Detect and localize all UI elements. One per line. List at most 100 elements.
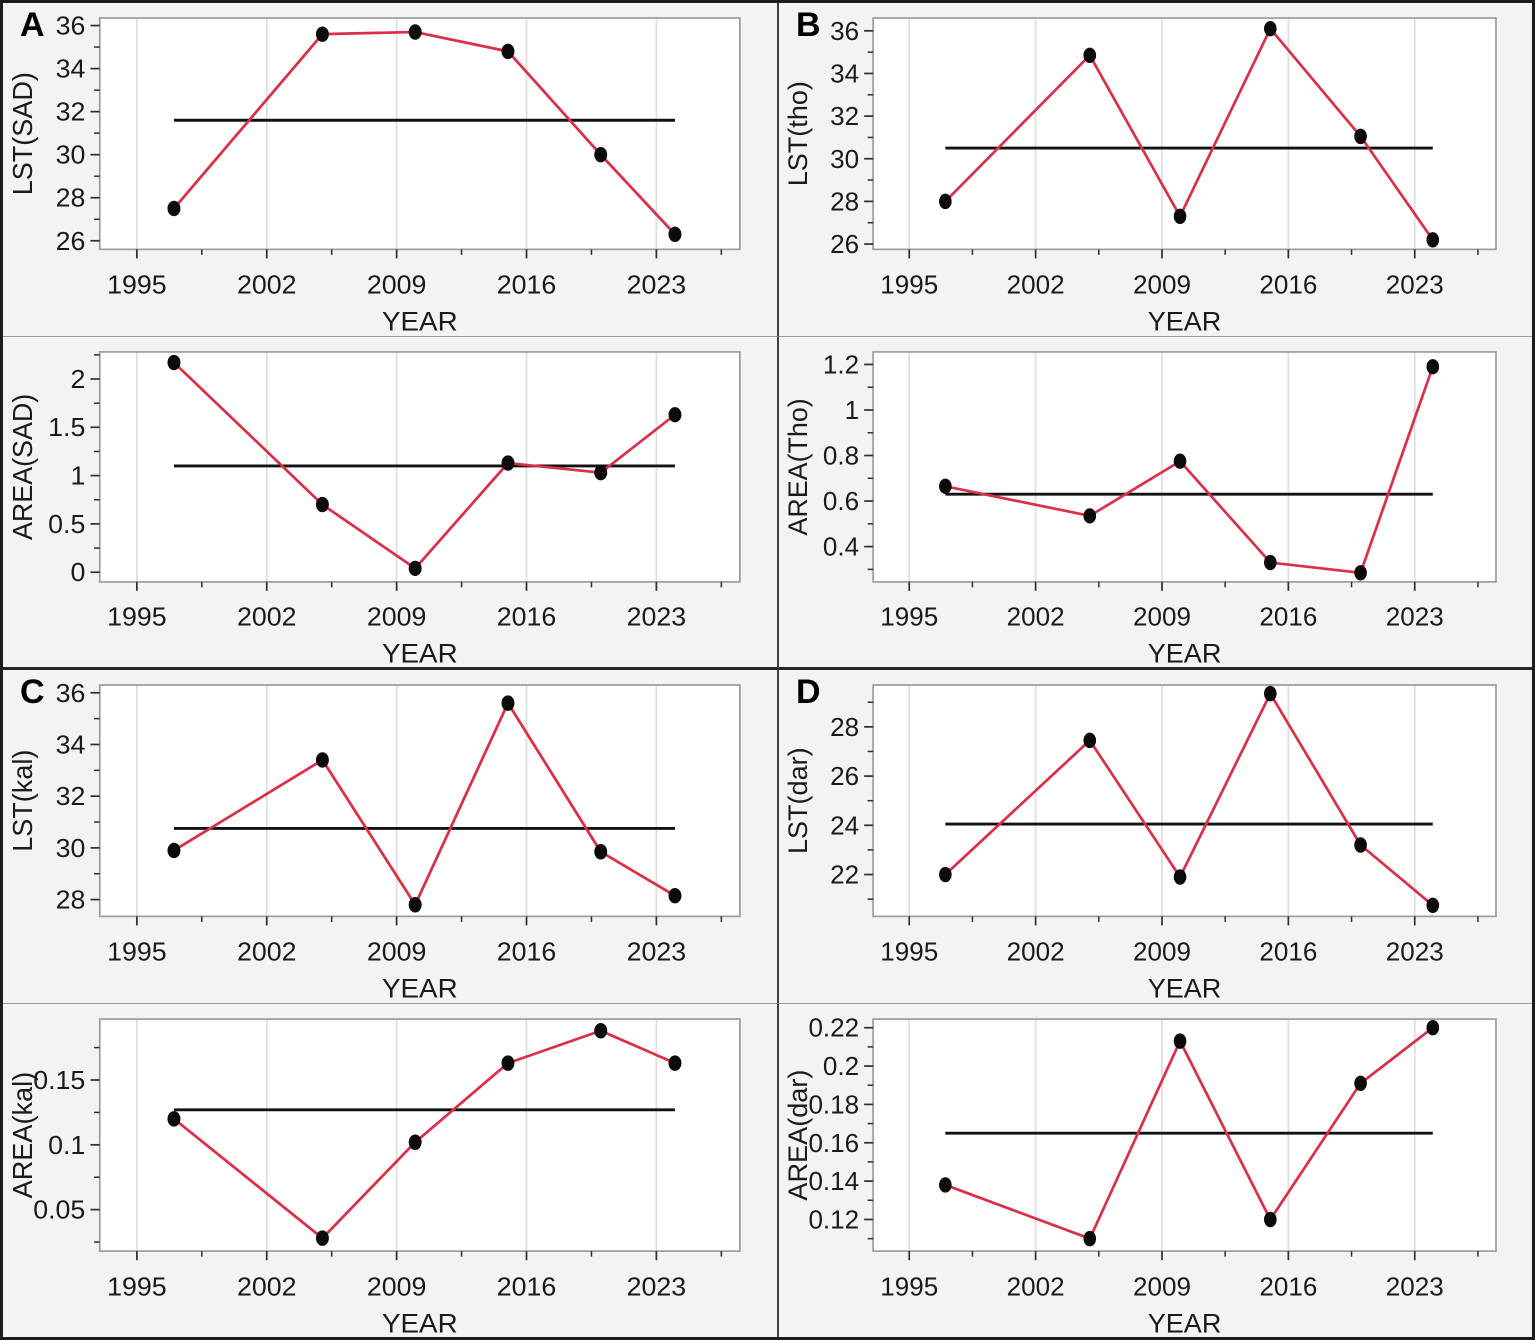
svg-text:2009: 2009 [367, 270, 427, 300]
svg-text:34: 34 [830, 58, 859, 88]
svg-text:0.15: 0.15 [33, 1065, 85, 1095]
svg-text:2016: 2016 [497, 270, 557, 300]
svg-text:LST(SAD): LST(SAD) [6, 72, 37, 195]
line-chart-area-sad: 1995 2002 2009 2016 2023 0 0.5 1 1.5 2 AREA(SAD) YE… [6, 350, 741, 667]
svg-text:YEAR: YEAR [382, 306, 458, 336]
svg-text:28: 28 [830, 712, 859, 742]
svg-text:32: 32 [830, 101, 859, 131]
svg-text:YEAR: YEAR [1148, 306, 1222, 335]
panel-a-lst-chart-cell: A 1995 2002 2009 2016 2023 26 28 30 32 34 36 LST(SA… [3, 3, 779, 337]
svg-text:2009: 2009 [1133, 603, 1191, 631]
svg-text:28: 28 [56, 885, 86, 915]
svg-text:YEAR: YEAR [1148, 638, 1222, 667]
panel-label-b: B [795, 6, 821, 44]
svg-text:2009: 2009 [367, 1271, 427, 1301]
svg-text:2016: 2016 [1259, 603, 1317, 631]
svg-text:26: 26 [56, 226, 86, 256]
svg-text:0.12: 0.12 [808, 1204, 859, 1234]
svg-text:2023: 2023 [1386, 603, 1444, 631]
svg-text:2002: 2002 [1007, 603, 1065, 631]
svg-text:2002: 2002 [237, 1271, 297, 1301]
svg-text:YEAR: YEAR [1148, 973, 1222, 1002]
svg-text:1995: 1995 [880, 603, 938, 631]
panel-label-c: C [20, 673, 45, 711]
panel-d-lst-chart-cell: D 1995 2002 2009 2016 2023 22 24 26 28 LST(dar) YE… [778, 670, 1532, 1004]
svg-text:YEAR: YEAR [1148, 1307, 1222, 1337]
svg-text:1: 1 [70, 460, 85, 489]
line-chart-lst-tho: 1995 2002 2009 2016 2023 26 28 30 32 34 36 LST(tho)… [783, 16, 1497, 336]
panel-c-lst-chart-cell: C 1995 2002 2009 2016 2023 28 30 32 34 36 LST(kal)… [3, 670, 779, 1004]
svg-text:1995: 1995 [880, 936, 938, 966]
panel-label-d: D [795, 673, 821, 711]
line-chart-lst-kal: 1995 2002 2009 2016 2023 28 30 32 34 36 LST(kal) YE… [6, 678, 741, 1003]
svg-text:0.6: 0.6 [823, 488, 859, 516]
svg-text:1: 1 [845, 397, 859, 425]
panel-b-area-chart-cell: 1995 2002 2009 2016 2023 0.4 0.6 0.8 1 1.2 AREA(Th… [778, 336, 1532, 670]
svg-text:0.22: 0.22 [808, 1012, 859, 1042]
svg-text:28: 28 [830, 186, 859, 216]
line-chart-area-kal: 1995 2002 2009 2016 2023 0.05 0.1 0.15AREA(kal)… [7, 1017, 741, 1337]
svg-text:1995: 1995 [107, 1271, 167, 1301]
svg-text:32: 32 [56, 97, 86, 127]
svg-text:0.05: 0.05 [33, 1194, 85, 1224]
line-chart-lst-dar: 1995 2002 2009 2016 2023 22 24 26 28 LST(dar) YEAR [783, 684, 1497, 1003]
svg-text:0: 0 [70, 557, 85, 586]
svg-text:2002: 2002 [1007, 269, 1065, 299]
svg-text:0.2: 0.2 [823, 1051, 859, 1081]
svg-text:2: 2 [70, 364, 85, 393]
svg-text:2016: 2016 [497, 602, 557, 631]
svg-text:0.5: 0.5 [48, 509, 85, 538]
svg-text:1.5: 1.5 [48, 412, 85, 441]
svg-text:2023: 2023 [627, 602, 687, 631]
svg-text:2016: 2016 [1259, 1271, 1317, 1301]
svg-text:34: 34 [56, 730, 86, 760]
svg-text:30: 30 [56, 140, 86, 170]
svg-text:2009: 2009 [367, 937, 427, 967]
svg-text:2009: 2009 [1133, 936, 1191, 966]
svg-text:36: 36 [56, 678, 86, 708]
svg-text:0.18: 0.18 [808, 1089, 859, 1119]
svg-text:2016: 2016 [497, 1271, 557, 1301]
svg-text:YEAR: YEAR [382, 637, 458, 667]
svg-text:AREA(dar): AREA(dar) [782, 1069, 813, 1200]
svg-text:2016: 2016 [1259, 269, 1317, 299]
svg-text:28: 28 [56, 183, 86, 213]
line-chart-lst-sad: 1995 2002 2009 2016 2023 26 28 30 32 34 36 LST(SAD)… [6, 11, 741, 336]
svg-text:YEAR: YEAR [382, 973, 458, 1003]
svg-text:1995: 1995 [107, 270, 167, 300]
svg-text:0.4: 0.4 [823, 533, 859, 561]
svg-text:22: 22 [830, 860, 859, 890]
svg-text:24: 24 [830, 810, 859, 840]
svg-text:2023: 2023 [627, 270, 687, 300]
svg-text:1995: 1995 [880, 269, 938, 299]
svg-text:30: 30 [56, 833, 86, 863]
svg-text:LST(dar): LST(dar) [783, 747, 813, 854]
svg-text:30: 30 [830, 144, 859, 174]
svg-text:2009: 2009 [1133, 269, 1191, 299]
line-chart-area-tho: 1995 2002 2009 2016 2023 0.4 0.6 0.8 1 1.2 AREA(Th… [783, 350, 1497, 667]
svg-text:2009: 2009 [1133, 1271, 1191, 1301]
panel-d-area-chart-cell: 1995 2002 2009 2016 2023 0.12 0.14 0.16 0.18 0.2 0… [778, 1003, 1532, 1337]
line-chart-area-dar: 1995 2002 2009 2016 2023 0.12 0.14 0.16 0.18 0.2 0… [782, 1012, 1497, 1337]
svg-text:2002: 2002 [1007, 936, 1065, 966]
svg-text:36: 36 [56, 11, 86, 41]
svg-text:YEAR: YEAR [382, 1307, 458, 1337]
svg-text:26: 26 [830, 229, 859, 259]
panel-a-area-chart-cell: 1995 2002 2009 2016 2023 0 0.5 1 1.5 2 AREA(SAD) YE… [3, 336, 779, 670]
svg-text:LST(tho): LST(tho) [783, 81, 813, 186]
svg-text:0.8: 0.8 [823, 442, 859, 470]
svg-text:1995: 1995 [107, 602, 167, 631]
svg-text:26: 26 [830, 761, 859, 791]
svg-text:2009: 2009 [367, 602, 427, 631]
panel-b-lst-chart-cell: B 1995 2002 2009 2016 2023 26 28 30 32 34 36 LST(th… [778, 3, 1532, 337]
svg-text:AREA(Tho): AREA(Tho) [783, 398, 813, 535]
svg-text:34: 34 [56, 54, 86, 84]
svg-text:2023: 2023 [627, 1271, 687, 1301]
svg-text:2002: 2002 [237, 602, 297, 631]
svg-text:2023: 2023 [627, 937, 687, 967]
svg-text:2023: 2023 [1386, 936, 1444, 966]
svg-text:2016: 2016 [1259, 936, 1317, 966]
svg-text:0.1: 0.1 [48, 1130, 85, 1160]
svg-text:1.2: 1.2 [823, 351, 859, 379]
